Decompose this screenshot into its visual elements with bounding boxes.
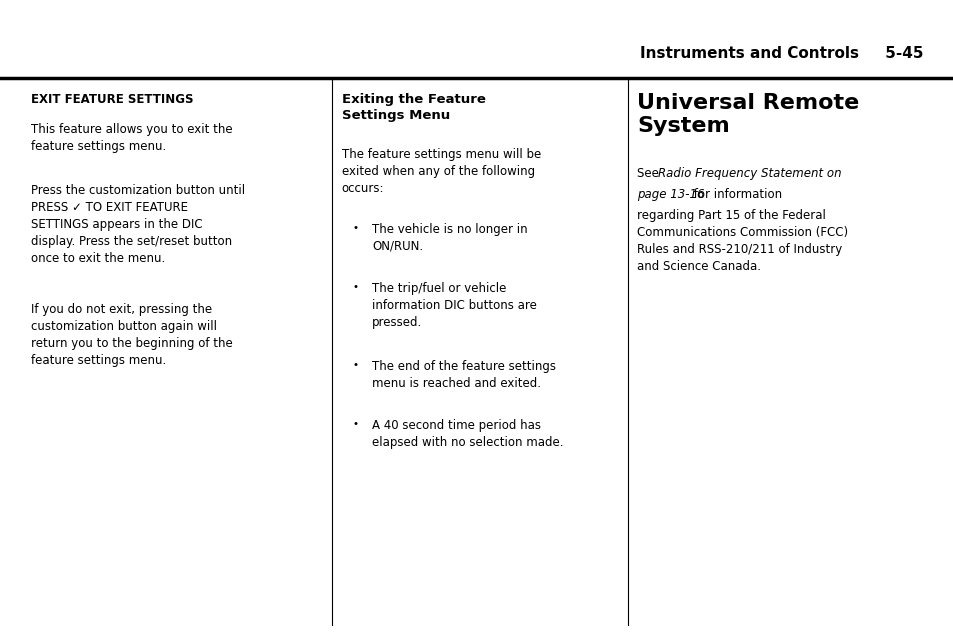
Text: regarding Part 15 of the Federal
Communications Commission (FCC)
Rules and RSS-2: regarding Part 15 of the Federal Communi…: [637, 209, 847, 274]
Text: Radio Frequency Statement on: Radio Frequency Statement on: [658, 167, 841, 181]
Text: A 40 second time period has
elapsed with no selection made.: A 40 second time period has elapsed with…: [372, 419, 563, 449]
Text: Exiting the Feature
Settings Menu: Exiting the Feature Settings Menu: [341, 93, 485, 122]
Text: Press the customization button until
PRESS ✓ TO EXIT FEATURE
SETTINGS appears in: Press the customization button until PRE…: [30, 184, 244, 265]
Text: •: •: [353, 223, 358, 233]
Text: If you do not exit, pressing the
customization button again will
return you to t: If you do not exit, pressing the customi…: [30, 303, 232, 367]
Text: The end of the feature settings
menu is reached and exited.: The end of the feature settings menu is …: [372, 360, 556, 390]
Text: EXIT FEATURE SETTINGS: EXIT FEATURE SETTINGS: [30, 93, 193, 105]
Text: Instruments and Controls     5-45: Instruments and Controls 5-45: [639, 45, 923, 61]
Text: The trip/fuel or vehicle
information DIC buttons are
pressed.: The trip/fuel or vehicle information DIC…: [372, 281, 537, 329]
Text: The vehicle is no longer in
ON/RUN.: The vehicle is no longer in ON/RUN.: [372, 223, 527, 253]
Text: for information: for information: [689, 188, 781, 202]
Text: This feature allows you to exit the
feature settings menu.: This feature allows you to exit the feat…: [30, 123, 232, 153]
Text: The feature settings menu will be
exited when any of the following
occurs:: The feature settings menu will be exited…: [341, 148, 540, 195]
Text: page 13-16: page 13-16: [637, 188, 704, 202]
Text: See: See: [637, 167, 662, 181]
Text: •: •: [353, 281, 358, 292]
Text: •: •: [353, 419, 358, 429]
Text: •: •: [353, 360, 358, 369]
Text: Universal Remote
System: Universal Remote System: [637, 93, 859, 136]
